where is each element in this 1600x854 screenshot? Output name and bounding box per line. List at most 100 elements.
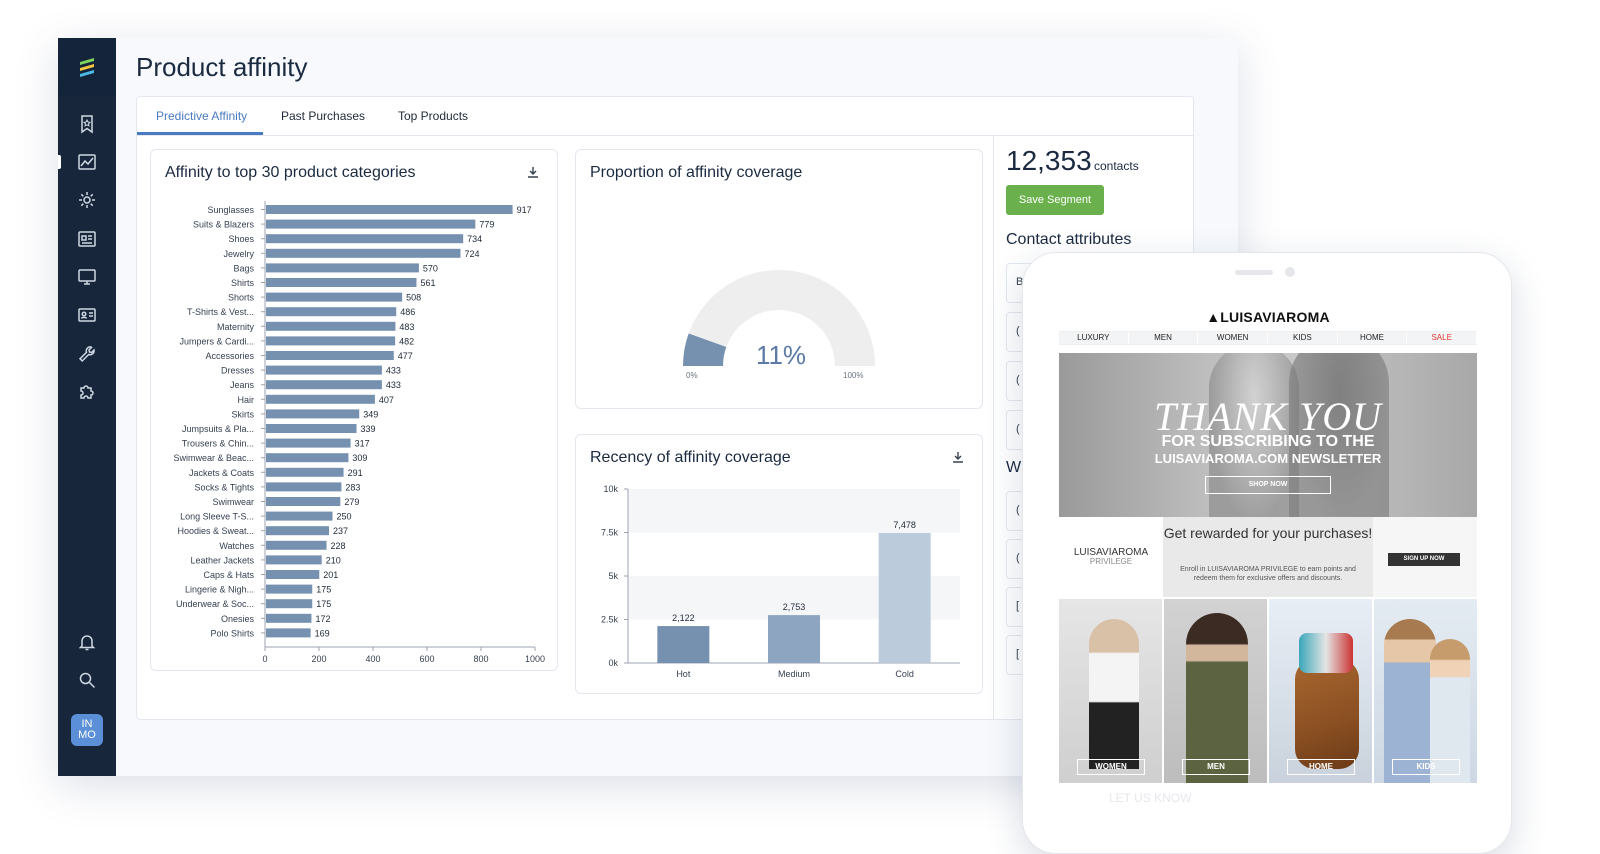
nav-men[interactable]: MEN	[1129, 332, 1199, 344]
y-tick-label: 0k	[608, 658, 618, 668]
tab-past-purchases[interactable]: Past Purchases	[281, 109, 366, 123]
bar	[266, 599, 313, 609]
tile-kids[interactable]: KIDS	[1374, 599, 1477, 783]
tile-label: WOMEN	[1077, 759, 1145, 775]
privilege-logo-sub: PRIVILEGE	[1089, 557, 1133, 566]
bar	[266, 292, 403, 302]
data-label: 175	[316, 599, 331, 609]
bar	[266, 263, 419, 273]
gear-icon[interactable]	[75, 188, 99, 212]
coverage-card: Proportion of affinity coverage 11% 0% 1…	[575, 149, 983, 409]
puzzle-icon[interactable]	[75, 380, 99, 404]
tab-bar: Predictive Affinity Past Purchases Top P…	[137, 97, 1193, 136]
category-label: Socks & Tights	[194, 482, 254, 492]
tile-home[interactable]: HOME	[1269, 599, 1372, 783]
tile-men[interactable]: MEN	[1164, 599, 1267, 783]
search-icon[interactable]	[75, 668, 99, 692]
bar	[266, 307, 397, 317]
tile-label: HOME	[1287, 759, 1355, 775]
data-label: 237	[333, 526, 348, 536]
contact-card-icon[interactable]	[75, 303, 99, 327]
bar	[266, 205, 513, 214]
data-label: 407	[379, 395, 394, 405]
x-tick-label: 1000	[525, 654, 545, 664]
attribute-row-label: B	[1016, 276, 1024, 288]
active-nav-indicator	[58, 155, 61, 169]
attribute-row-label: (	[1016, 504, 1020, 516]
app-logo[interactable]	[58, 38, 116, 96]
data-label: 508	[406, 293, 421, 303]
data-label: 172	[315, 614, 330, 624]
nav-women[interactable]: WOMEN	[1198, 332, 1269, 344]
category-label: Underwear & Soc...	[176, 599, 254, 609]
x-tick-label: 200	[311, 654, 326, 664]
brand-name: LUISAVIAROMA	[1220, 309, 1330, 325]
nav-luxury[interactable]: LUXURY	[1059, 332, 1129, 344]
category-label: Maternity	[217, 322, 255, 332]
hero-model-image	[1209, 353, 1299, 517]
nav-kids[interactable]: KIDS	[1268, 332, 1338, 344]
data-label: 482	[399, 336, 414, 346]
gauge-track	[683, 270, 875, 366]
download-icon[interactable]	[948, 447, 968, 467]
phone-mockup: ▲LUISAVIAROMA LUXURY MEN WOMEN KIDS HOME…	[1022, 252, 1512, 854]
avatar[interactable]: IN MO	[71, 714, 103, 746]
newspaper-icon[interactable]	[75, 227, 99, 251]
shop-now-button[interactable]: SHOP NOW	[1205, 476, 1331, 494]
affinity-bar-chart: Sunglasses 917 Suits & Blazers 779 Shoes 734 J…	[173, 201, 545, 664]
bar	[266, 409, 360, 419]
data-label: 291	[348, 468, 363, 478]
x-tick-label: Cold	[895, 669, 914, 679]
bar	[266, 511, 333, 521]
data-label: 169	[315, 628, 330, 638]
promo-text: Enroll in LUISAVIAROMA PRIVILEGE to earn…	[1180, 566, 1356, 582]
x-tick-label: 600	[419, 654, 434, 664]
category-label: Jumpers & Cardi...	[179, 336, 254, 346]
brand-logo[interactable]: ▲LUISAVIAROMA	[1059, 309, 1477, 325]
tile-women[interactable]: WOMEN	[1059, 599, 1162, 783]
promo-message: Get rewarded for your purchases! Enroll …	[1163, 517, 1373, 597]
attribute-row-label: [	[1016, 648, 1020, 660]
wrench-icon[interactable]	[75, 342, 99, 366]
avatar-initials-bottom: MO	[78, 729, 96, 741]
recency-bar-chart: 0k 2.5k 5k 7.5k 10k 2,122 Hot 2,753 Medium 7,478 C…	[601, 484, 960, 679]
tab-predictive-affinity[interactable]: Predictive Affinity	[156, 109, 248, 123]
bar	[266, 424, 357, 433]
save-segment-button[interactable]: Save Segment	[1006, 185, 1104, 215]
bell-icon[interactable]	[75, 630, 99, 654]
nav-sale[interactable]: SALE	[1407, 332, 1478, 344]
tab-top-products[interactable]: Top Products	[398, 109, 469, 123]
data-label: 2,753	[783, 602, 806, 612]
data-label: 570	[423, 263, 438, 273]
bar	[266, 380, 382, 390]
bar	[266, 336, 396, 346]
attribute-row-label: (	[1016, 374, 1020, 386]
download-icon[interactable]	[523, 162, 543, 182]
tile-product-image	[1299, 633, 1353, 673]
sign-up-button[interactable]: SIGN UP NOW	[1388, 553, 1460, 566]
chart-line-icon[interactable]	[75, 150, 99, 174]
bookmark-star-icon[interactable]	[75, 112, 99, 136]
category-label: Suits & Blazers	[193, 220, 255, 230]
tile-label: MEN	[1182, 759, 1250, 775]
dashboard-window: IN MO Product affinity Predictive Affini…	[58, 38, 1238, 776]
bar	[266, 351, 394, 360]
bar	[266, 467, 344, 477]
data-label: 724	[464, 249, 479, 259]
category-label: Bags	[233, 263, 254, 273]
attribute-row-label: [	[1016, 600, 1020, 612]
triangle-logo-icon: ▲	[1206, 309, 1221, 325]
bar	[266, 482, 342, 492]
category-label: Lingerie & Nigh...	[185, 585, 254, 595]
monitor-icon[interactable]	[75, 265, 99, 289]
y-tick-label: 10k	[603, 484, 618, 494]
x-tick-label: 400	[365, 654, 380, 664]
affinity-card: Affinity to top 30 product categories Su…	[150, 149, 558, 671]
nav-home[interactable]: HOME	[1338, 332, 1408, 344]
gauge-max-label: 100%	[843, 371, 864, 380]
category-label: Jumpsuits & Pla...	[182, 424, 254, 434]
attribute-row-label: (	[1016, 552, 1020, 564]
category-label: Jeans	[230, 380, 255, 390]
tile-model-image	[1384, 619, 1436, 783]
bar	[266, 613, 312, 623]
